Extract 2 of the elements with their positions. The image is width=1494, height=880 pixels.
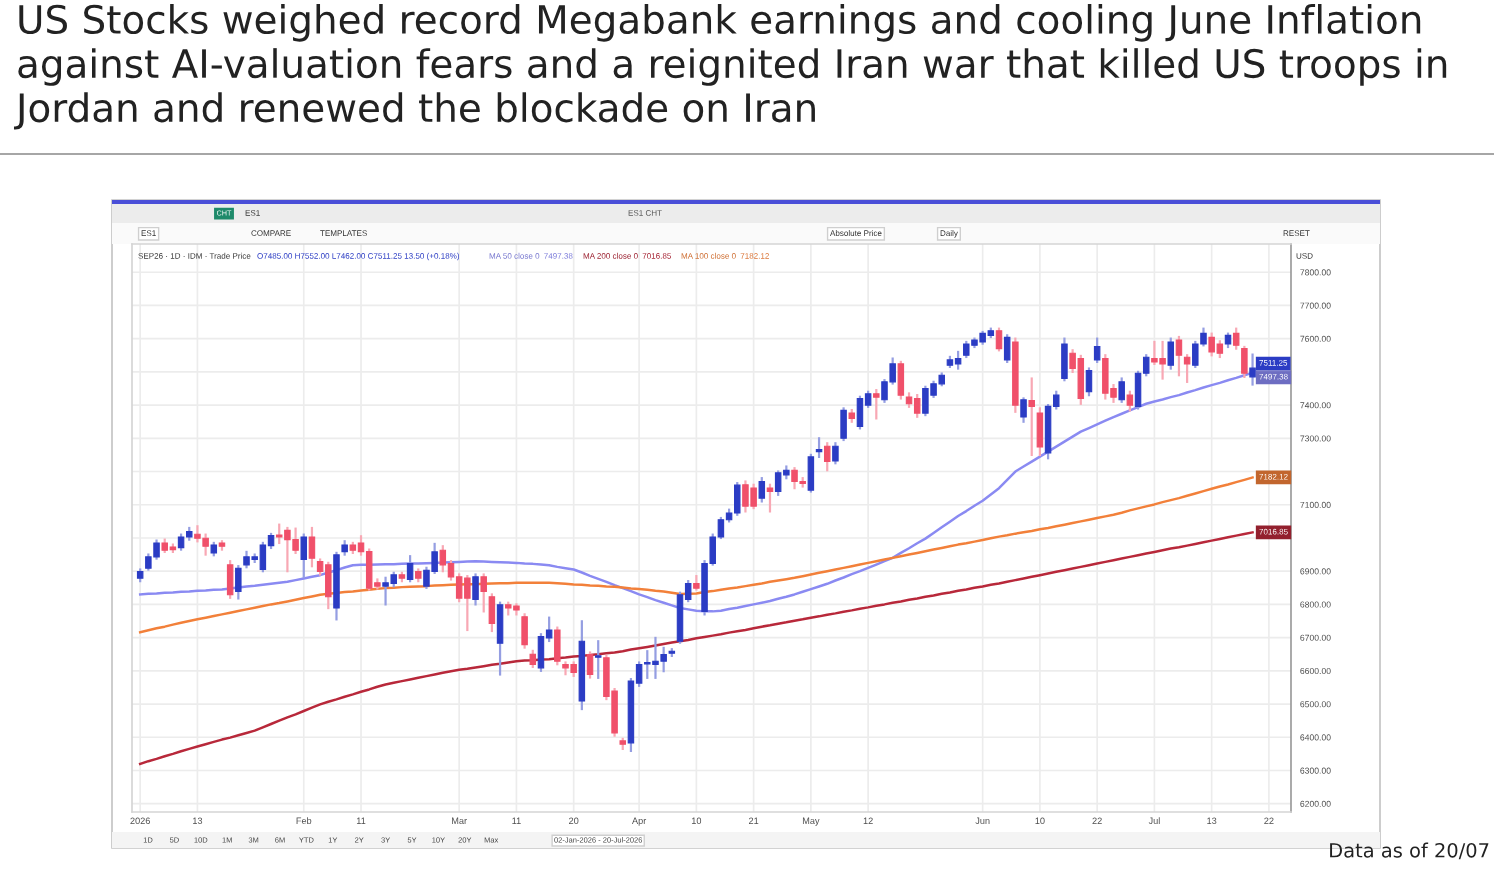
text: Data as of 20/07 xyxy=(1330,842,1489,860)
chart-title: US Stocks weighed record Megabank earnings and cooling June Inflation against AI-valuation fears and a reignited Iran war that killed US troops in Jordan and renewed the blockade on Iran xyxy=(13,4,1447,130)
